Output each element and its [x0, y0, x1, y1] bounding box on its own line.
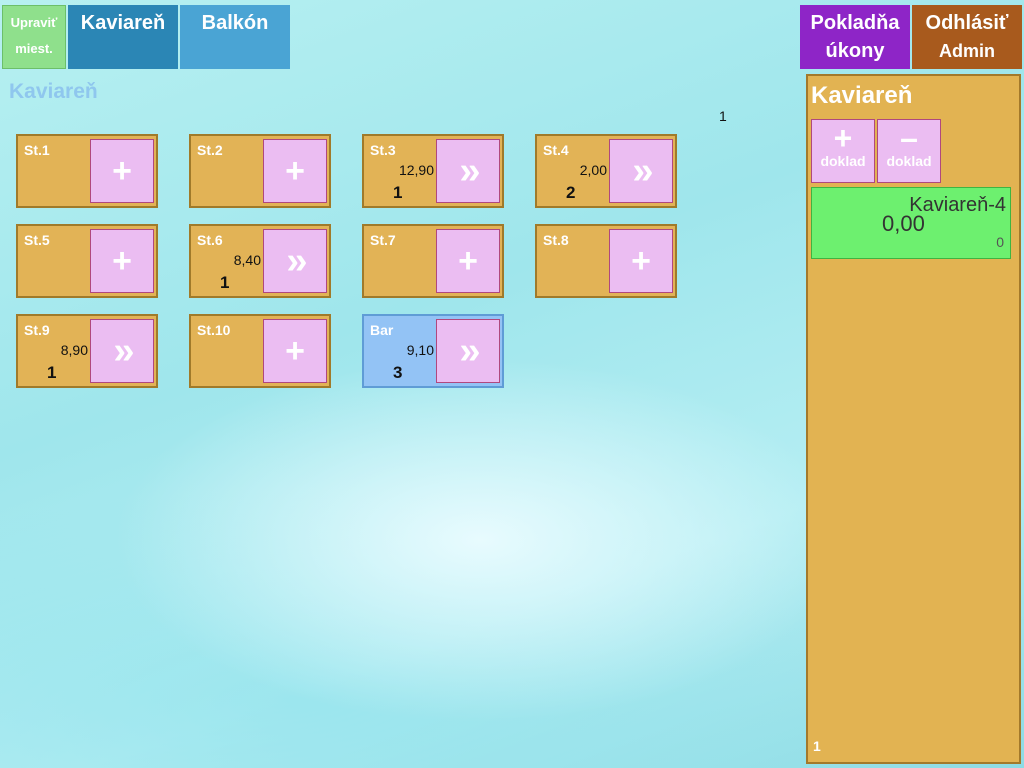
add-order-button[interactable]: + [90, 229, 154, 293]
open-table-button[interactable]: » [263, 229, 327, 293]
table-tile[interactable]: Bar 9,10 3 » [362, 314, 504, 388]
table-tile[interactable]: St.7 + [362, 224, 504, 298]
table-tile[interactable]: St.6 8,40 1 » [189, 224, 331, 298]
open-table-button[interactable]: » [609, 139, 673, 203]
table-name: St.3 [370, 142, 396, 158]
table-tile[interactable]: St.9 8,90 1 » [16, 314, 158, 388]
table-receipt-count: 1 [393, 183, 403, 202]
tab-balkon[interactable]: Balkón [180, 5, 290, 69]
table-name: St.2 [197, 142, 223, 158]
table-tile[interactable]: St.10 + [189, 314, 331, 388]
add-order-button[interactable]: + [609, 229, 673, 293]
table-name: St.5 [24, 232, 50, 248]
room-title: Kaviareň [9, 80, 98, 103]
table-tile[interactable]: St.3 12,90 1 » [362, 134, 504, 208]
minus-icon: – [900, 120, 918, 156]
panel-title: Kaviareň [811, 82, 913, 109]
table-name: St.4 [543, 142, 569, 158]
cash-register-label-2: úkony [825, 40, 885, 62]
table-name: St.6 [197, 232, 223, 248]
tab-kaviaren[interactable]: Kaviareň [68, 5, 178, 69]
table-name: St.10 [197, 322, 231, 338]
receipt-name: Kaviareň-4 [909, 194, 1006, 216]
add-receipt-button[interactable]: + doklad [811, 119, 875, 183]
tab-balkon-label: Balkón [201, 12, 269, 34]
table-amount: 9,10 [406, 342, 434, 358]
table-name: Bar [370, 322, 394, 338]
receipt-card[interactable]: Kaviareň-4 0,00 0 [811, 187, 1011, 259]
table-name: St.1 [24, 142, 50, 158]
table-amount: 8,90 [60, 342, 88, 358]
add-receipt-label: doklad [820, 153, 866, 169]
open-table-button[interactable]: » [90, 319, 154, 383]
cash-register-label-1: Pokladňa [810, 12, 900, 34]
table-amount: 12,90 [398, 162, 434, 178]
table-receipt-count: 1 [220, 273, 230, 292]
open-table-button[interactable]: » [436, 319, 500, 383]
table-amount: 8,40 [233, 252, 261, 268]
add-order-button[interactable]: + [90, 139, 154, 203]
page-number: 1 [719, 108, 727, 124]
receipt-amount: 0,00 [882, 211, 925, 236]
receipt-count: 0 [996, 234, 1004, 250]
tab-kaviaren-label: Kaviareň [80, 12, 166, 34]
table-tile[interactable]: St.4 2,00 2 » [535, 134, 677, 208]
table-name: St.9 [24, 322, 50, 338]
table-amount: 2,00 [579, 162, 607, 178]
table-tile[interactable]: St.2 + [189, 134, 331, 208]
edit-places-label-1: Upraviť [10, 15, 58, 30]
logout-label: Odhlásiť [925, 12, 1009, 34]
table-receipt-count: 1 [47, 363, 57, 382]
table-name: St.8 [543, 232, 569, 248]
add-order-button[interactable]: + [436, 229, 500, 293]
table-tile[interactable]: St.5 + [16, 224, 158, 298]
plus-icon: + [833, 120, 853, 156]
add-order-button[interactable]: + [263, 139, 327, 203]
table-receipt-count: 3 [393, 363, 403, 382]
table-name: St.7 [370, 232, 396, 248]
panel-page-number: 1 [813, 738, 821, 754]
remove-receipt-button[interactable]: – doklad [877, 119, 941, 183]
side-panel: Kaviareň + doklad – doklad Kaviareň-4 0,… [806, 74, 1021, 764]
cash-register-actions-button[interactable]: Pokladňa úkony [800, 5, 910, 69]
edit-places-button[interactable]: Upraviť miest. [2, 5, 66, 69]
table-tile[interactable]: St.1 + [16, 134, 158, 208]
logout-button[interactable]: Odhlásiť Admin [912, 5, 1022, 69]
table-receipt-count: 2 [566, 183, 576, 202]
open-table-button[interactable]: » [436, 139, 500, 203]
logged-user-label: Admin [939, 41, 995, 61]
table-tile[interactable]: St.8 + [535, 224, 677, 298]
remove-receipt-label: doklad [886, 153, 932, 169]
add-order-button[interactable]: + [263, 319, 327, 383]
edit-places-label-2: miest. [15, 41, 53, 56]
